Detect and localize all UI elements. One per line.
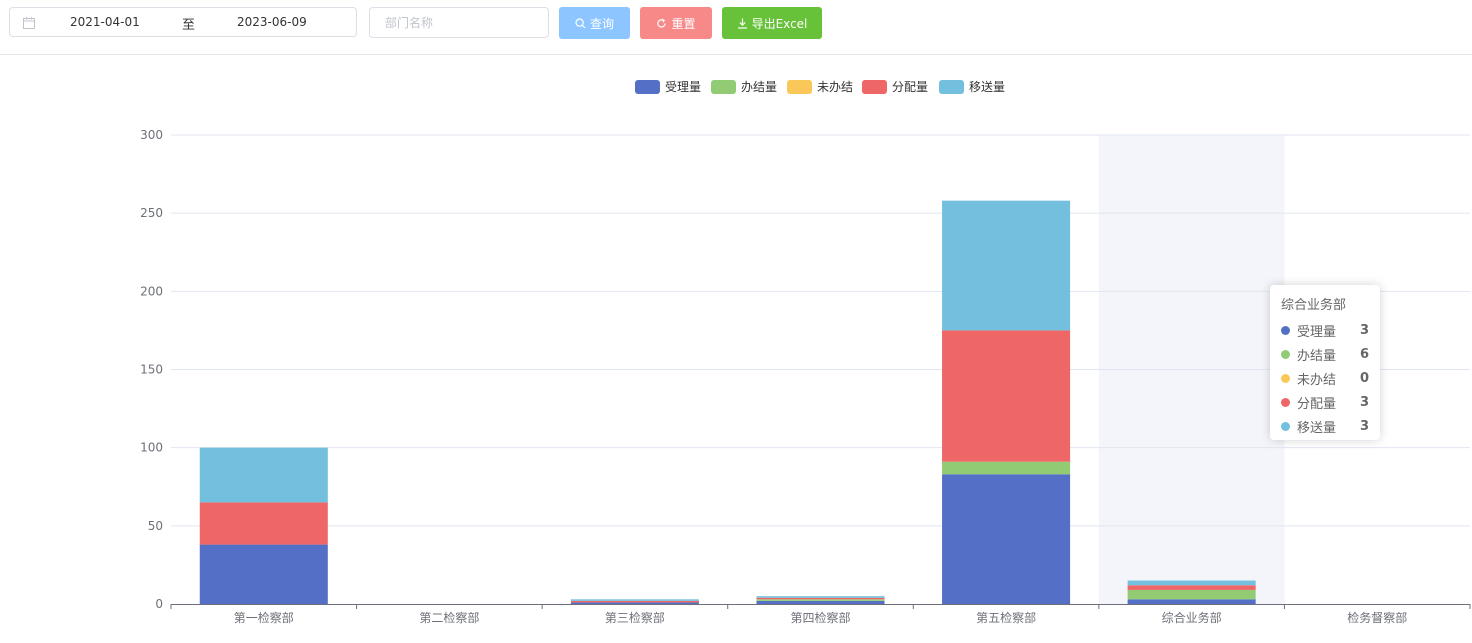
legend-label: 未办结 — [817, 80, 854, 94]
calendar-icon — [23, 17, 35, 29]
start-date-input[interactable]: 2021-04-01 — [70, 15, 140, 29]
legend-swatch — [711, 79, 736, 94]
bar-segment — [199, 502, 328, 545]
y-tick-label: 0 — [155, 597, 163, 611]
tooltip-row: 分配量 3 — [1281, 390, 1369, 414]
tooltip-dot — [1281, 373, 1290, 383]
legend-item[interactable]: 分配量 — [862, 78, 928, 95]
search-icon — [575, 17, 586, 28]
department-name-input[interactable] — [369, 7, 549, 38]
tooltip-dot — [1281, 421, 1290, 431]
legend-swatch — [635, 79, 660, 94]
bar-segment — [1127, 589, 1256, 600]
legend-item[interactable]: 移送量 — [939, 78, 1005, 95]
tooltip-series-name: 办结量 — [1297, 348, 1337, 364]
tooltip-value: 3 — [1359, 418, 1369, 434]
legend-label: 移送量 — [969, 80, 1006, 94]
bar-segment — [199, 544, 328, 604]
tooltip-dot — [1281, 397, 1290, 407]
x-tick-label: 第三检察部 — [605, 610, 665, 625]
export-excel-button[interactable]: 导出Excel — [722, 7, 822, 39]
tooltip-dot — [1281, 325, 1290, 335]
bar-segment — [942, 330, 1071, 462]
legend-label: 分配量 — [892, 80, 929, 94]
legend-item[interactable]: 未办结 — [787, 78, 853, 95]
search-button-label: 查询 — [589, 16, 614, 31]
bar-segment — [756, 599, 885, 601]
bar-segment — [942, 200, 1071, 331]
chart-tooltip: 综合业务部 受理量 3 办结量 6 未办结 0 分配量 3 移送量 3 — [1270, 285, 1380, 440]
export-button-label: 导出Excel — [751, 16, 808, 31]
legend-label: 受理量 — [665, 80, 702, 94]
tooltip-series-name: 分配量 — [1297, 396, 1337, 412]
tooltip-series-name: 未办结 — [1297, 372, 1337, 388]
date-range-separator: 至 — [182, 18, 196, 33]
y-tick-label: 100 — [140, 441, 163, 455]
legend-item[interactable]: 受理量 — [635, 78, 701, 95]
tooltip-row: 移送量 3 — [1281, 414, 1369, 438]
x-tick-label: 检务督察部 — [1347, 610, 1407, 625]
bar-segment — [570, 602, 699, 604]
y-tick-label: 250 — [140, 206, 163, 220]
bar-segment — [570, 600, 699, 603]
tooltip-value: 3 — [1359, 322, 1369, 338]
bar-segment — [1127, 580, 1256, 586]
date-range-picker[interactable]: 2021-04-01 至 2023-06-09 — [9, 7, 357, 37]
refresh-icon — [657, 18, 667, 28]
download-icon — [737, 18, 747, 29]
tooltip-series-name: 移送量 — [1297, 420, 1337, 436]
bar-segment — [942, 461, 1071, 475]
tooltip-row: 未办结 0 — [1281, 366, 1369, 390]
search-button[interactable]: 查询 — [559, 7, 630, 39]
reset-button[interactable]: 重置 — [640, 7, 712, 39]
tooltip-value: 0 — [1359, 370, 1369, 386]
chart-legend: 受理量 办结量 未办结 分配量 移送量 — [0, 78, 1472, 94]
legend-swatch — [939, 79, 964, 94]
bar-segment — [199, 447, 328, 503]
tooltip-series-name: 受理量 — [1297, 324, 1337, 340]
x-tick-label: 第四检察部 — [790, 610, 850, 625]
bar-segment — [1127, 585, 1256, 590]
x-tick-label: 第二检察部 — [419, 610, 479, 625]
legend-label: 办结量 — [741, 80, 778, 94]
tooltip-value: 3 — [1359, 394, 1369, 410]
legend-item[interactable]: 办结量 — [711, 78, 777, 95]
x-tick-label: 第五检察部 — [976, 610, 1036, 625]
bar-segment — [756, 600, 885, 604]
y-tick-label: 200 — [140, 284, 163, 298]
legend-swatch — [862, 79, 887, 94]
bar-segment — [756, 597, 885, 600]
tooltip-row: 受理量 3 — [1281, 318, 1369, 342]
bar-segment — [570, 599, 699, 601]
y-tick-label: 150 — [140, 363, 163, 377]
reset-button-label: 重置 — [671, 16, 696, 31]
y-tick-label: 300 — [140, 128, 163, 142]
x-tick-label: 第一检察部 — [234, 610, 294, 625]
y-tick-label: 50 — [148, 519, 163, 533]
legend-swatch — [787, 79, 812, 94]
tooltip-value: 6 — [1359, 346, 1369, 362]
tooltip-dot — [1281, 349, 1290, 359]
bar-segment — [1127, 599, 1256, 604]
tooltip-row: 办结量 6 — [1281, 342, 1369, 366]
end-date-input[interactable]: 2023-06-09 — [237, 15, 307, 29]
x-tick-label: 综合业务部 — [1162, 610, 1222, 625]
bar-segment — [942, 474, 1071, 604]
filter-toolbar: 2021-04-01 至 2023-06-09 查询 重置 导出Excel — [0, 0, 1472, 55]
bar-segment — [756, 596, 885, 598]
tooltip-title: 综合业务部 — [1281, 298, 1347, 313]
